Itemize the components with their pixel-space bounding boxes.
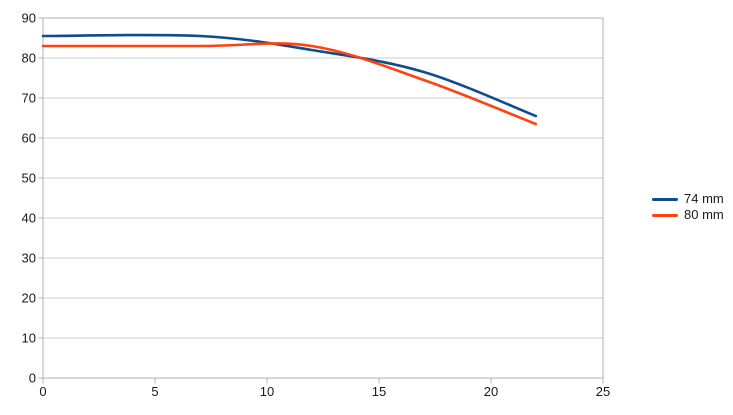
y-tick-label: 90 — [22, 11, 36, 26]
plot-border — [42, 17, 604, 379]
y-tick-label: 50 — [22, 171, 36, 186]
legend-marker — [652, 197, 678, 201]
x-tick-label: 20 — [484, 384, 498, 399]
legend-label: 80 mm — [684, 207, 724, 222]
x-tick-label: 10 — [260, 384, 274, 399]
x-tick-label: 25 — [596, 384, 610, 399]
y-tick-label: 70 — [22, 91, 36, 106]
y-tick-label: 10 — [22, 331, 36, 346]
legend-item: 74 mm — [652, 191, 724, 207]
x-tick-label: 15 — [372, 384, 386, 399]
y-tick-label: 40 — [22, 211, 36, 226]
x-tick-label: 5 — [151, 384, 158, 399]
y-tick-label: 0 — [29, 371, 36, 386]
y-tick-label: 60 — [22, 131, 36, 146]
series-line-74-mm — [41, 33, 538, 118]
chart-legend: 74 mm 80 mm — [652, 191, 724, 223]
y-tick-label: 20 — [22, 291, 36, 306]
legend-marker — [652, 213, 678, 217]
y-tick-label: 30 — [22, 251, 36, 266]
x-tick-label: 0 — [39, 384, 46, 399]
legend-label: 74 mm — [684, 191, 724, 206]
legend-item: 80 mm — [652, 207, 724, 223]
series-line-80-mm — [41, 42, 538, 126]
y-tick-label: 80 — [22, 51, 36, 66]
